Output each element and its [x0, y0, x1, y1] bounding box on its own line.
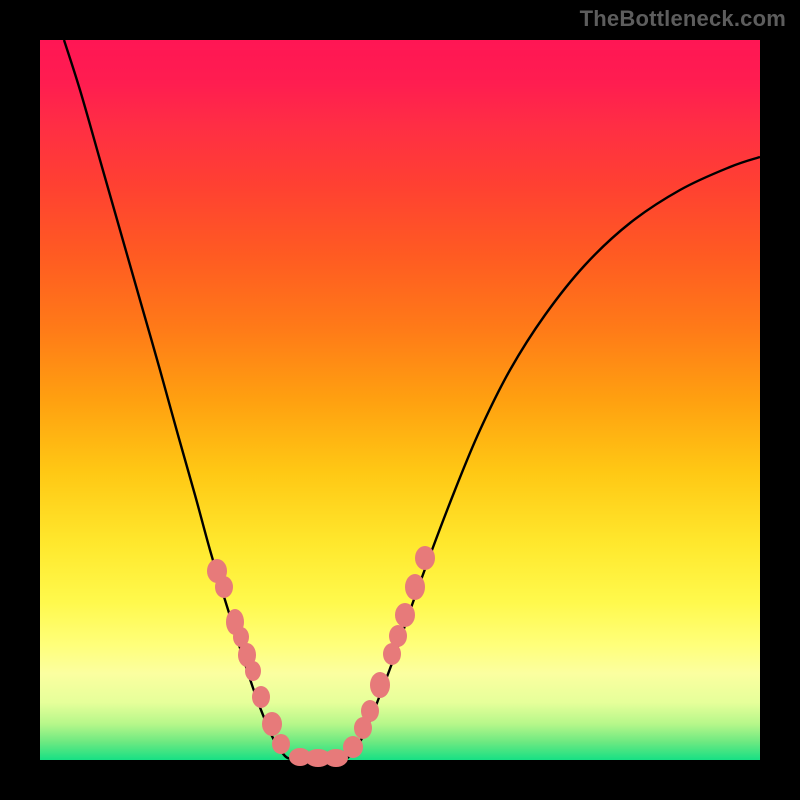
data-marker	[370, 672, 390, 698]
data-marker	[245, 661, 261, 681]
curve-left-arm	[64, 40, 298, 760]
curve-layer	[40, 40, 760, 760]
chart-frame: TheBottleneck.com	[0, 0, 800, 800]
data-marker	[361, 700, 379, 722]
watermark-text: TheBottleneck.com	[580, 6, 786, 32]
data-marker	[389, 625, 407, 647]
plot-area	[40, 40, 760, 760]
data-marker	[262, 712, 282, 736]
data-marker	[415, 546, 435, 570]
data-marker	[252, 686, 270, 708]
data-marker	[215, 576, 233, 598]
data-marker	[405, 574, 425, 600]
data-markers	[207, 546, 435, 767]
data-marker	[343, 736, 363, 758]
data-marker	[395, 603, 415, 627]
curve-right-arm	[340, 157, 760, 760]
data-marker	[272, 734, 290, 754]
